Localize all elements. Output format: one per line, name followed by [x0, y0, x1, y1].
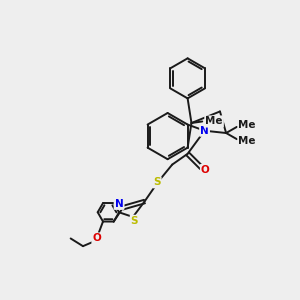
Text: N: N — [115, 199, 124, 209]
Text: N: N — [200, 126, 209, 136]
Text: Me: Me — [205, 116, 223, 127]
Text: Me: Me — [238, 136, 256, 146]
Text: O: O — [92, 233, 101, 244]
Text: S: S — [131, 216, 138, 226]
Text: Me: Me — [238, 120, 256, 130]
Text: O: O — [201, 165, 210, 175]
Text: S: S — [153, 177, 160, 187]
